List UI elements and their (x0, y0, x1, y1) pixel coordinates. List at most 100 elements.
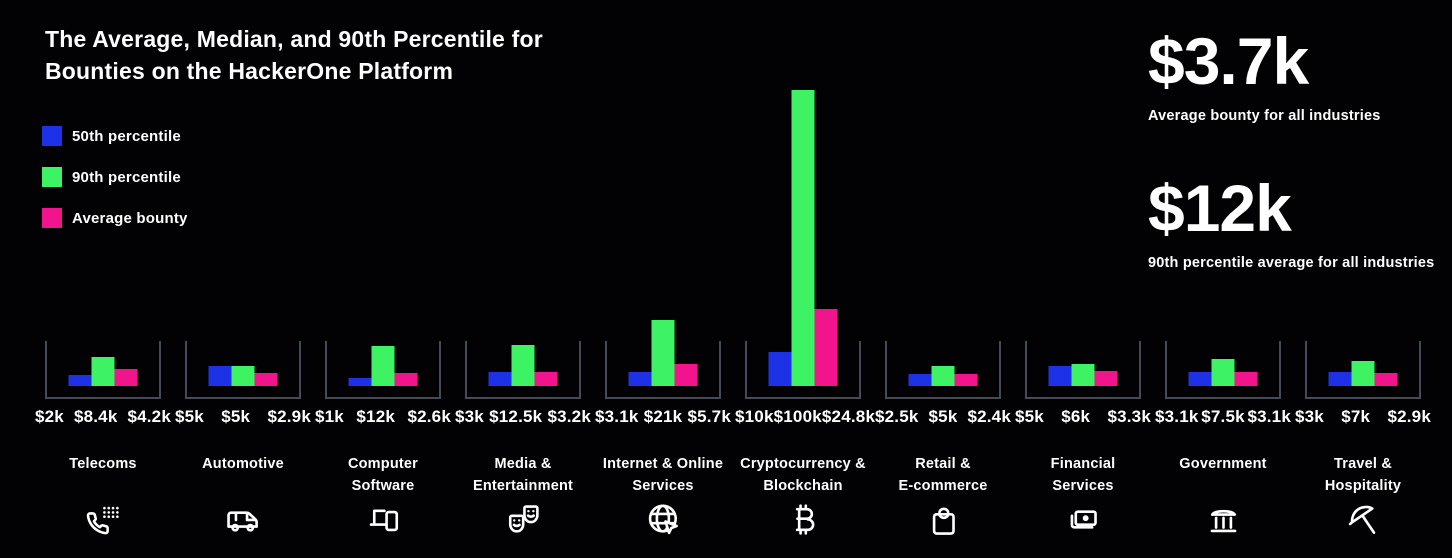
industry-label: Computer Software (347, 456, 419, 495)
bar-average-bounty (1234, 372, 1258, 386)
stat-average-bounty: $3.7k Average bounty for all industries (1148, 28, 1380, 124)
value-labels: $10k $100k $24.8k (735, 407, 875, 427)
bar-average-bounty (254, 373, 278, 386)
bar-90th-percentile (1351, 361, 1375, 386)
bar-50th-percentile (908, 374, 932, 386)
banknote-icon (1063, 499, 1103, 539)
value-label: $2.6k (407, 407, 451, 426)
legend-label: 50th percentile (72, 127, 181, 145)
industry-column-cryptocurrency-blockchain: $10k $100k $24.8k Cryptocurrency & Blockcha… (733, 0, 875, 558)
industry-column-financial-services: $5k $6k $3.3k Financial Services (1013, 0, 1153, 558)
industry-column-government: $3.1k $7.5k $3.1k Government (1153, 0, 1293, 558)
bitcoin-icon (783, 499, 823, 539)
chart-frame (885, 341, 1001, 399)
bar-50th-percentile (1048, 366, 1072, 386)
bar-average-bounty (534, 372, 558, 386)
industry-column-computer-software: $1k $12k $2.6k Computer Software (313, 0, 453, 558)
value-label: $2.9k (1387, 407, 1431, 426)
legend-swatch-pink (42, 208, 62, 228)
value-label: $5.7k (687, 407, 731, 426)
bar-50th-percentile (488, 372, 512, 386)
stat-90th-percentile-average: $12k 90th percentile average for all ind… (1148, 175, 1434, 271)
bank-icon (1203, 499, 1243, 539)
bar-50th-percentile (768, 352, 792, 386)
value-label: $2k (35, 407, 64, 426)
industry-column-media-entertainment: $3k $12.5k $3.2k Media & Entertainment (453, 0, 593, 558)
value-label: $3.2k (547, 407, 591, 426)
value-label: $3k (455, 407, 484, 426)
bar-50th-percentile (1328, 372, 1352, 386)
bar-average-bounty (674, 364, 698, 386)
bar-group (768, 90, 838, 386)
bar-90th-percentile (371, 346, 395, 386)
value-label: $8.4k (73, 407, 118, 426)
value-labels: $2.5k $5k $2.4k (875, 407, 1011, 427)
chart-frame (1305, 341, 1421, 399)
value-labels: $5k $5k $2.9k (175, 407, 311, 427)
legend-item-50th-percentile: 50th percentile (42, 126, 188, 146)
bar-90th-percentile (791, 90, 815, 386)
bar-90th-percentile (231, 366, 255, 386)
bar-50th-percentile (628, 372, 652, 386)
stat-value: $12k (1148, 171, 1292, 245)
industry-column-telecoms: $2k $8.4k $4.2k Telecoms (33, 0, 173, 558)
value-label: $12k (356, 407, 396, 426)
value-label: $5k (221, 407, 251, 426)
industry-label: Travel & Hospitality (1324, 456, 1402, 495)
bar-90th-percentile (511, 345, 535, 386)
chart-frame (185, 341, 301, 399)
value-label: $100k (773, 407, 822, 426)
value-label: $6k (1061, 407, 1091, 426)
chart-frame (45, 341, 161, 399)
bar-90th-percentile (91, 357, 115, 386)
bar-90th-percentile (931, 366, 955, 386)
bar-group (488, 345, 558, 386)
theater-masks-icon (503, 499, 543, 539)
legend-swatch-green (42, 167, 62, 187)
shopping-bag-icon (923, 499, 963, 539)
stat-value: $3.7k (1148, 24, 1309, 98)
value-label: $21k (643, 407, 683, 426)
telephone-icon (83, 499, 123, 539)
bar-group (348, 346, 418, 386)
chart-frame (465, 341, 581, 399)
bar-average-bounty (1094, 371, 1118, 386)
industry-label: Financial Services (1050, 456, 1116, 495)
bar-average-bounty (114, 369, 138, 386)
value-labels: $3.1k $21k $5.7k (595, 407, 731, 427)
value-label: $2.5k (875, 407, 919, 426)
bar-average-bounty (954, 374, 978, 386)
industry-label: Telecoms (69, 456, 137, 472)
value-label: $5k (928, 407, 958, 426)
vehicle-icon (223, 499, 263, 539)
stat-caption: 90th percentile average for all industri… (1148, 255, 1435, 271)
value-label: $5k (175, 407, 204, 426)
bar-group (208, 366, 278, 386)
chart-frame (325, 341, 441, 399)
legend-label: 90th percentile (72, 168, 181, 186)
value-labels: $3.1k $7.5k $3.1k (1155, 407, 1291, 427)
page-title-line2: Bounties on the HackerOne Platform (45, 57, 454, 84)
industry-column-automotive: $5k $5k $2.9k Automotive (173, 0, 313, 558)
industry-label: Government (1179, 456, 1267, 472)
beach-umbrella-icon (1343, 499, 1383, 539)
globe-cursor-icon (643, 499, 683, 539)
value-labels: $3k $12.5k $3.2k (455, 407, 591, 427)
value-label: $2.9k (267, 407, 311, 426)
chart-frame (745, 341, 861, 399)
value-label: $3k (1295, 407, 1324, 426)
legend-swatch-blue (42, 126, 62, 146)
bar-50th-percentile (68, 375, 92, 386)
industry-label: Cryptocurrency & Blockchain (740, 456, 866, 495)
industry-label: Automotive (202, 456, 284, 472)
value-label: $4.2k (127, 407, 171, 426)
value-label: $24.8k (821, 407, 876, 426)
page-title: The Average, Median, and 90th Percentile… (45, 24, 543, 87)
industry-column-internet-online-services: $3.1k $21k $5.7k Internet & Online Services (593, 0, 733, 558)
bar-average-bounty (1374, 373, 1398, 386)
industry-label: Retail & E-commerce (898, 456, 988, 495)
bar-average-bounty (394, 373, 418, 386)
bar-90th-percentile (651, 320, 675, 386)
value-label: $10k (735, 407, 774, 426)
chart-frame (1025, 341, 1141, 399)
